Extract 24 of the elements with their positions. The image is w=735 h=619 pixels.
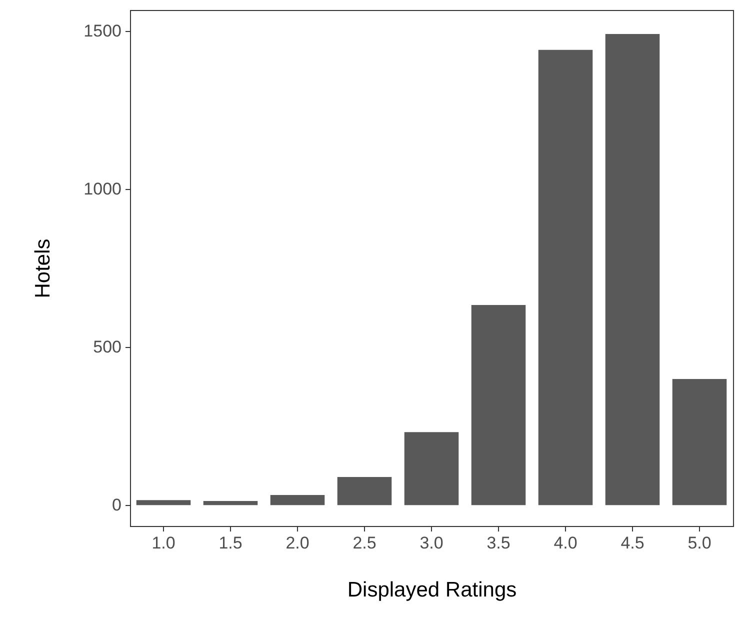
x-tick-label: 4.5	[620, 534, 644, 552]
y-tick-label: 1500	[84, 21, 122, 40]
bar	[404, 432, 459, 506]
bar	[270, 495, 325, 506]
y-axis-title: Hotels	[32, 238, 55, 298]
bar	[471, 304, 526, 506]
bar	[203, 501, 258, 506]
x-axis-title: Displayed Ratings	[347, 578, 517, 602]
bar	[605, 34, 660, 506]
x-tick-label: 2.5	[352, 534, 376, 552]
x-tick-label: 1.5	[218, 534, 242, 552]
x-tick-label: 2.0	[286, 534, 310, 552]
x-tick-label: 3.5	[486, 534, 510, 552]
bar	[672, 378, 727, 506]
bar	[337, 476, 392, 506]
x-tick-label: 5.0	[688, 534, 712, 552]
y-tick-label: 500	[93, 338, 122, 357]
x-tick-label: 1.0	[152, 534, 176, 552]
y-tick-label: 0	[112, 496, 122, 515]
bar	[136, 500, 191, 506]
x-tick-label: 3.0	[420, 534, 444, 552]
x-tick-label: 4.0	[554, 534, 578, 552]
bar	[538, 50, 593, 506]
y-tick-label: 1000	[84, 179, 122, 198]
